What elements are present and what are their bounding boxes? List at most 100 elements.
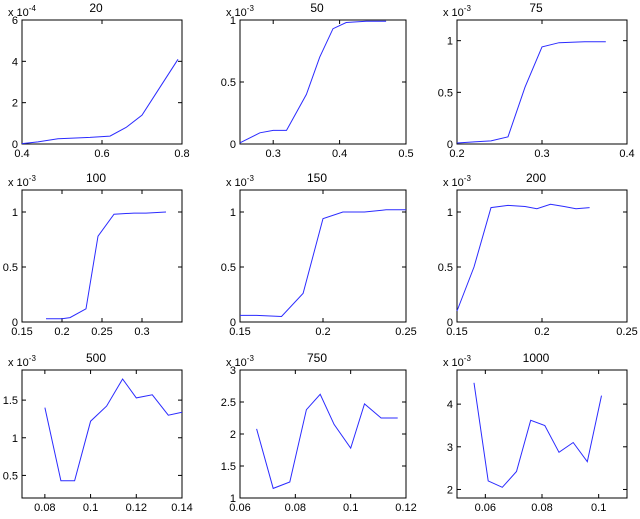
y-multiplier-label: x 10-3 xyxy=(8,174,36,189)
subplot-title: 50 xyxy=(310,1,324,15)
axes-box xyxy=(456,189,628,323)
y-multiplier-label: x 10-3 xyxy=(443,174,471,189)
y-tick-label: 0.5 xyxy=(221,262,236,274)
x-tick-label: 0.8 xyxy=(174,148,189,160)
x-tick-label: 0.06 xyxy=(475,502,496,514)
y-tick-label: 1 xyxy=(230,493,236,505)
x-tick-label: 0.4 xyxy=(619,148,634,160)
x-tick-label: 0.08 xyxy=(531,502,552,514)
y-multiplier-label: x 10-3 xyxy=(226,4,254,19)
x-tick-label: 0.2 xyxy=(449,148,464,160)
series-line xyxy=(44,378,183,482)
subplot-title: 100 xyxy=(86,171,106,185)
subplot-title: 75 xyxy=(529,1,543,15)
x-tick-label: 0.6 xyxy=(94,148,109,160)
subplot-title: 750 xyxy=(307,351,327,365)
x-tick-label: 0.15 xyxy=(446,326,467,338)
x-tick-label: 0.1 xyxy=(591,502,606,514)
x-tick-label: 0.12 xyxy=(395,502,416,514)
y-tick-label: 1 xyxy=(447,36,453,48)
y-multiplier-exponent: -3 xyxy=(464,174,472,183)
subplot-100: 0.15 0.2 0.25 0.3 0 0.5 1 x 10-3 100 xyxy=(3,171,183,338)
subplot-title: 150 xyxy=(307,171,327,185)
axes-box xyxy=(239,19,407,145)
subplot-title: 1000 xyxy=(523,351,550,365)
series-line xyxy=(239,20,387,144)
y-tick-label: 0 xyxy=(12,317,18,329)
y-multiplier-exponent: -4 xyxy=(29,4,37,13)
x-tick-label: 0.06 xyxy=(229,502,250,514)
y-tick-label: 2 xyxy=(230,429,236,441)
y-tick-label: 0 xyxy=(447,317,453,329)
y-multiplier-exponent: -3 xyxy=(464,4,472,13)
x-tick-label: 0.5 xyxy=(398,148,413,160)
y-multiplier-exponent: -3 xyxy=(247,4,255,13)
y-tick-label: 0 xyxy=(12,139,18,151)
y-tick-label: 0.5 xyxy=(438,87,453,99)
x-tick-label: 0.08 xyxy=(285,502,306,514)
subplot-500: 0.08 0.1 0.12 0.14 0.5 1 1.5 x 10-3 500 xyxy=(3,351,193,514)
series-line xyxy=(456,203,590,312)
axes-box xyxy=(21,189,183,323)
y-tick-label: 0.5 xyxy=(3,470,18,482)
axes-box xyxy=(21,19,183,145)
y-multiplier-exponent: -3 xyxy=(247,354,255,363)
y-tick-label: 6 xyxy=(12,15,18,27)
series-line xyxy=(456,41,606,144)
x-tick-label: 0.15 xyxy=(229,326,250,338)
y-tick-label: 1 xyxy=(447,207,453,219)
y-multiplier-label: x 10-3 xyxy=(443,4,471,19)
x-tick-label: 0.2 xyxy=(54,326,69,338)
axes-box xyxy=(456,369,628,499)
y-multiplier-label: x 10-3 xyxy=(443,354,471,369)
y-tick-label: 4 xyxy=(447,399,453,411)
y-multiplier-exponent: -3 xyxy=(29,174,37,183)
y-tick-label: 1.5 xyxy=(221,461,236,473)
subplot-75: 0.2 0.3 0.4 0 0.5 1 x 10-3 75 xyxy=(438,1,635,160)
y-tick-label: 1 xyxy=(12,433,18,445)
x-tick-label: 0.4 xyxy=(14,148,29,160)
y-tick-label: 1.5 xyxy=(3,395,18,407)
axes-box xyxy=(21,369,183,499)
x-tick-label: 0.3 xyxy=(266,148,281,160)
y-tick-label: 3 xyxy=(230,365,236,377)
series-line xyxy=(240,209,406,318)
x-tick-label: 0.14 xyxy=(171,502,192,514)
subplot-50: 0.3 0.4 0.5 0 0.5 1x 10-3 50 xyxy=(221,1,414,160)
y-tick-label: 0.5 xyxy=(221,77,236,89)
subplot-title: 20 xyxy=(89,1,103,15)
y-multiplier-label: x 10-3 xyxy=(8,354,36,369)
y-tick-label: 0.5 xyxy=(3,262,18,274)
subplot-150: 0.15 0.2 0.25 0 0.5 1 x 10-3 150 xyxy=(221,171,417,338)
axes-box xyxy=(456,19,628,145)
y-tick-label: 1 xyxy=(230,207,236,219)
y-multiplier-label: x 10-4 xyxy=(8,4,36,19)
x-tick-label: 0.3 xyxy=(534,148,549,160)
y-tick-label: 4 xyxy=(12,56,18,68)
subplot-title: 500 xyxy=(86,351,106,365)
y-tick-label: 2 xyxy=(12,98,18,110)
x-tick-label: 0.1 xyxy=(83,502,98,514)
y-tick-label: 1 xyxy=(12,207,18,219)
y-multiplier-exponent: -3 xyxy=(29,354,37,363)
subplot-1000: 0.06 0.08 0.1 2 3 4 x 10-3 1000 xyxy=(443,351,628,514)
y-tick-label: 0 xyxy=(230,139,236,151)
y-multiplier-exponent: -3 xyxy=(464,354,472,363)
x-tick-label: 0.12 xyxy=(126,502,147,514)
y-tick-label: 0 xyxy=(447,139,453,151)
x-tick-label: 0.25 xyxy=(91,326,112,338)
y-multiplier-label: x 10-3 xyxy=(226,174,254,189)
axes-box xyxy=(239,369,407,499)
x-tick-label: 0.3 xyxy=(134,326,149,338)
y-multiplier-exponent: -3 xyxy=(247,174,255,183)
y-tick-label: 1 xyxy=(230,15,236,27)
subplot-200: 0.15 0.2 0.25 0 0.5 1 x 10-3 200 xyxy=(438,171,638,338)
y-tick-label: 3 xyxy=(447,442,453,454)
subplot-title: 200 xyxy=(526,171,546,185)
subplot-20: 0.4 0.6 0.8 0 2 4 6x 10-4 20 xyxy=(8,1,190,160)
axes-box xyxy=(239,189,407,323)
x-tick-label: 0.2 xyxy=(534,326,549,338)
x-tick-label: 0.25 xyxy=(395,326,416,338)
